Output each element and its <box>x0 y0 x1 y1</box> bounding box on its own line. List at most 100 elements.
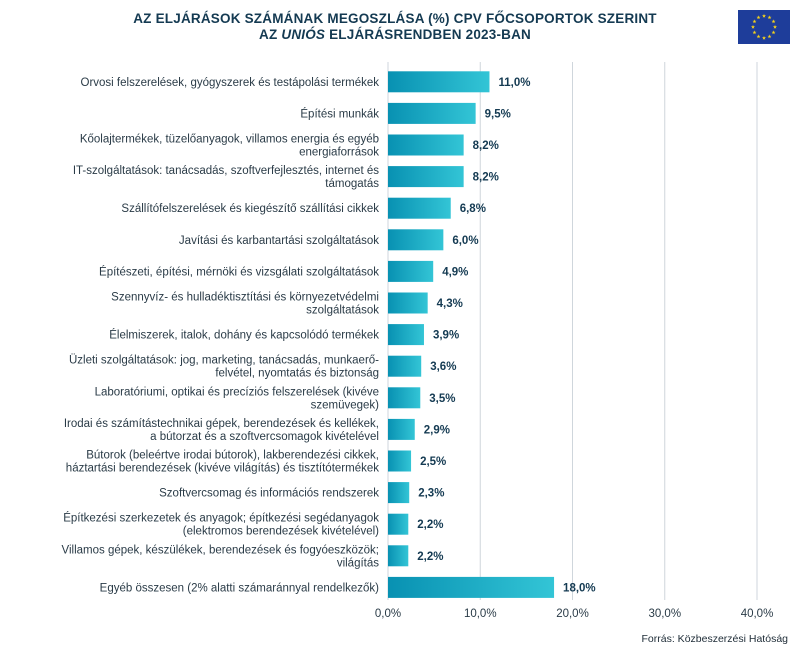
category-label-line: Építészeti, építési, mérnöki és vizsgála… <box>99 265 379 278</box>
bar <box>388 134 464 156</box>
category-label: IT-szolgáltatások: tanácsadás, szoftverf… <box>73 165 379 190</box>
x-tick-label: 20,0% <box>556 608 589 620</box>
bar <box>388 71 490 93</box>
category-labels: Orvosi felszerelések, gyógyszerek és tes… <box>62 77 380 595</box>
bar <box>388 229 444 251</box>
data-label: 3,6% <box>430 361 456 373</box>
bar <box>388 166 464 188</box>
category-label: Szennyvíz- és hulladéktisztítási és körn… <box>111 292 379 317</box>
category-label-line: Laboratóriumi, optikai és precíziós fels… <box>95 386 379 398</box>
value-labels: 11,0% 9,5% 8,2% 8,2% 6,8% 6,0% 4,9% 4,3% 3,9% 3,6… <box>417 77 595 595</box>
x-tick-label: 30,0% <box>648 608 681 620</box>
data-label: 11,0% <box>498 77 530 89</box>
data-label: 6,8% <box>460 203 486 215</box>
bar <box>388 355 422 377</box>
bar <box>388 292 428 314</box>
category-label-line: Szállítófelszerelések és kiegészítő szál… <box>121 203 379 215</box>
category-label-line: Építkezési szerkezetek és anyagok; építk… <box>63 512 379 525</box>
data-label: 4,9% <box>442 266 468 278</box>
category-label: Villamos gépek, készülékek, berendezések… <box>62 544 380 569</box>
category-label-line: háztartási berendezések (kivéve világítá… <box>66 463 379 475</box>
chart-title: AZ ELJÁRÁSOK SZÁMÁNAK MEGOSZLÁSA (%) CPV… <box>100 11 690 43</box>
bar-chart: Orvosi felszerelések, gyógyszerek és tes… <box>62 62 773 620</box>
flag-star <box>762 13 766 18</box>
flag-star <box>767 34 772 39</box>
bar <box>388 387 421 409</box>
bar <box>388 102 476 124</box>
category-label-line: szemüvegek) <box>311 399 380 411</box>
x-axis-ticks: 0,0% 10,0% 20,0% 30,0% 40,0% <box>375 608 773 620</box>
eu-flag-icon <box>738 10 790 44</box>
category-label: Élelmiszerek, italok, dohány és kapcsoló… <box>109 329 379 342</box>
category-label-line: Orvosi felszerelések, gyógyszerek és tes… <box>81 77 380 89</box>
flag-star <box>752 19 757 24</box>
bar <box>388 197 451 219</box>
category-label-line: IT-szolgáltatások: tanácsadás, szoftverf… <box>73 165 379 177</box>
data-label: 2,2% <box>417 519 443 531</box>
category-label-line: Egyéb összesen (2% alatti számaránnyal r… <box>100 582 380 594</box>
category-label: Szoftvercsomag és információs rendszerek <box>159 488 379 500</box>
bar <box>388 576 555 598</box>
flag-star <box>771 30 776 35</box>
bar <box>388 545 409 567</box>
flag-star <box>756 15 761 20</box>
data-label: 2,2% <box>417 551 443 563</box>
category-label-line: Kőolajtermékek, tüzelőanyagok, villamos … <box>80 134 379 146</box>
category-label: Kőolajtermékek, tüzelőanyagok, villamos … <box>80 134 379 159</box>
flag-star <box>773 24 777 29</box>
category-label-line: támogatás <box>325 178 379 190</box>
bars <box>388 71 555 598</box>
category-label: Laboratóriumi, optikai és precíziós fels… <box>95 386 380 411</box>
x-tick-label: 10,0% <box>464 608 497 620</box>
category-label-line: a bútorzat és a szoftvercsomagok kivétel… <box>150 431 379 443</box>
category-label: Építészeti, építési, mérnöki és vizsgála… <box>99 265 379 278</box>
bar <box>388 482 410 504</box>
flag-star <box>771 19 776 24</box>
category-label: Szállítófelszerelések és kiegészítő szál… <box>121 203 379 215</box>
x-tick-label: 0,0% <box>375 608 401 620</box>
category-label-line: Szennyvíz- és hulladéktisztítási és körn… <box>111 292 379 304</box>
bar <box>388 418 415 440</box>
category-label: Üzleti szolgáltatások: jog, marketing, t… <box>69 355 379 380</box>
category-label: Építkezési szerkezetek és anyagok; építk… <box>63 512 379 538</box>
category-label: Építési munkák <box>300 107 379 120</box>
bar <box>388 324 424 346</box>
category-label: Egyéb összesen (2% alatti számaránnyal r… <box>100 582 380 594</box>
data-label: 4,3% <box>437 298 463 310</box>
bar <box>388 513 409 535</box>
category-label-line: szolgáltatások <box>306 305 379 317</box>
category-label-line: Élelmiszerek, italok, dohány és kapcsoló… <box>109 329 379 342</box>
source-note: Forrás: Közbeszerzési Hatóság <box>641 633 788 645</box>
data-label: 2,5% <box>420 456 446 468</box>
category-label-line: energiaforrások <box>299 147 379 159</box>
category-label: Irodai és számítástechnikai gépek, beren… <box>64 418 379 443</box>
flag-star <box>752 30 757 35</box>
bar <box>388 260 434 282</box>
category-label-line: Bútorok (beleértve irodai bútorok), lakb… <box>86 450 379 462</box>
x-tick-label: 40,0% <box>741 608 774 620</box>
category-label-line: Javítási és karbantartási szolgáltatások <box>179 235 379 247</box>
title-line-2: AZ UNIÓS ELJÁRÁSRENDBEN 2023-BAN <box>259 27 531 42</box>
data-label: 2,3% <box>418 488 444 500</box>
category-label-line: (elektromos berendezések kivételével) <box>183 526 379 538</box>
category-label-line: Szoftvercsomag és információs rendszerek <box>159 488 379 500</box>
data-label: 9,5% <box>485 108 511 120</box>
category-label-line: világítás <box>337 557 379 569</box>
flag-star <box>767 15 772 20</box>
category-label-line: felvétel, nyomtatás és biztonság <box>215 368 379 380</box>
category-label: Bútorok (beleértve irodai bútorok), lakb… <box>66 450 379 475</box>
category-label: Javítási és karbantartási szolgáltatások <box>179 235 379 247</box>
data-label: 3,9% <box>433 330 459 342</box>
title-line-1: AZ ELJÁRÁSOK SZÁMÁNAK MEGOSZLÁSA (%) CPV… <box>133 11 657 26</box>
category-label-line: Üzleti szolgáltatások: jog, marketing, t… <box>69 355 379 367</box>
data-label: 18,0% <box>563 582 596 594</box>
data-label: 8,2% <box>473 140 499 152</box>
data-label: 6,0% <box>452 235 478 247</box>
flag-star <box>756 34 761 39</box>
data-label: 8,2% <box>473 172 499 184</box>
data-label: 3,5% <box>429 393 455 405</box>
data-label: 2,9% <box>424 424 450 436</box>
flag-star <box>762 35 766 40</box>
flag-star <box>751 24 755 29</box>
bar <box>388 450 412 472</box>
